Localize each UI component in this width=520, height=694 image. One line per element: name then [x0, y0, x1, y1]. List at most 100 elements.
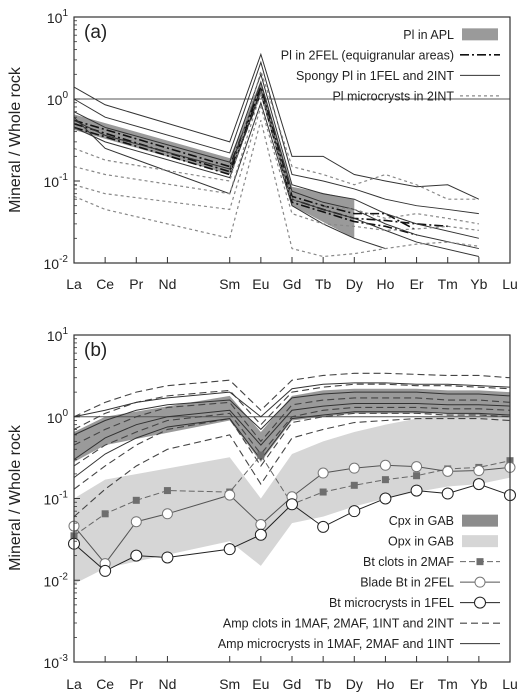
y-tick-label: 10-1: [44, 490, 69, 508]
data-point-open-circle: [317, 467, 329, 479]
data-point-square: [319, 488, 327, 496]
legend-label: Amp clots in 1MAF, 2MAF, 1INT and 2INT: [223, 617, 454, 631]
legend-label: Pl in APL: [403, 28, 454, 42]
x-tick-label: Ho: [376, 676, 394, 692]
data-point-open-circle: [99, 564, 112, 577]
series-line-solid: [73, 391, 511, 436]
legend-label: Pl microcrysts in 2INT: [332, 89, 454, 103]
x-tick-label: Tb: [315, 676, 332, 692]
series-line-dashed: [73, 412, 511, 490]
legend-swatch: [462, 514, 498, 527]
legend-swatch: [462, 28, 498, 41]
series-line-dotted: [73, 90, 479, 225]
x-tick-label: Yb: [470, 276, 487, 292]
legend-label: Spongy Pl in 1FEL and 2INT: [296, 69, 454, 83]
data-point-open-circle: [379, 492, 392, 505]
legend-label: Cpx in GAB: [389, 514, 454, 528]
data-point-open-circle: [348, 462, 360, 474]
data-point-open-circle: [472, 478, 485, 491]
series-line-dotted: [73, 68, 479, 200]
y-tick-label: 10-3: [44, 653, 69, 671]
legend-marker: [474, 596, 486, 609]
data-point-open-circle: [161, 508, 173, 520]
legend-label: Pl in 2FEL (equigranular areas): [281, 48, 454, 62]
data-point-open-circle: [223, 543, 236, 556]
legend: Pl in APL Pl in 2FEL (equigranular areas)…: [281, 28, 500, 103]
series-line-dotted: [73, 120, 479, 258]
y-tick-label: 100: [47, 90, 69, 108]
data-point-open-circle: [442, 465, 454, 477]
series-line-solid: [73, 88, 479, 257]
x-tick-label: Lu: [502, 676, 518, 692]
data-point-open-circle: [161, 551, 174, 564]
legend-marker: [474, 576, 486, 588]
data-point-square: [132, 496, 140, 504]
x-tick-label: La: [66, 676, 82, 692]
x-tick-label: Eu: [252, 276, 269, 292]
x-tick-label: Er: [410, 676, 424, 692]
series-line-dash-dot: [73, 87, 448, 228]
data-point-open-circle: [254, 528, 267, 541]
data-point-open-circle: [473, 465, 485, 477]
x-tick-label: Gd: [283, 676, 302, 692]
x-tick-label: Yb: [470, 676, 487, 692]
x-tick-label: La: [66, 276, 82, 292]
y-tick-label: 100: [47, 408, 69, 426]
data-point-open-circle: [379, 459, 391, 471]
x-tick-label: Pr: [129, 676, 143, 692]
series-line-dashed: [73, 406, 511, 467]
x-tick-label: Nd: [158, 276, 176, 292]
legend-label: Blade Bt in 2FEL: [360, 576, 454, 590]
field-pl-in-apl: [74, 80, 355, 239]
y-axis-title: Mineral / Whole rock: [7, 66, 24, 213]
data-point-square: [381, 476, 389, 484]
x-tick-label: Ho: [376, 276, 394, 292]
data-point-open-circle: [130, 516, 142, 528]
series-line-dashed: [73, 372, 511, 418]
x-tick-label: Ce: [96, 676, 114, 692]
data-point-open-circle: [255, 519, 267, 531]
x-tick-label: Gd: [283, 276, 302, 292]
x-tick-label: Pr: [129, 276, 143, 292]
x-tick-label: Sm: [219, 676, 240, 692]
data-point-open-circle: [410, 484, 423, 497]
panel-a: 10-2 10-1 100 101 La Ce Pr Nd Sm Eu Gd Tb Dy Ho Er Tm Yb…: [7, 8, 518, 292]
y-tick-label: 10-1: [44, 172, 69, 190]
data-point-square: [350, 481, 358, 489]
data-point-open-circle: [286, 498, 298, 511]
data-point-square: [413, 472, 421, 480]
x-tick-label: Ce: [96, 276, 114, 292]
series-line-dashed: [73, 383, 511, 430]
legend-marker: [476, 558, 484, 566]
x-tick-label: Dy: [346, 676, 363, 692]
data-point-open-circle: [411, 461, 423, 473]
legend-swatch: [462, 535, 498, 548]
series-line-dotted: [73, 104, 479, 231]
y-tick-label: 10-2: [44, 571, 69, 589]
series-line-solid: [73, 101, 386, 250]
panel-label: (b): [84, 340, 107, 361]
series-line-solid: [73, 403, 511, 460]
panel-label: (a): [84, 22, 107, 43]
data-point-square: [101, 510, 109, 518]
data-point-open-circle: [317, 520, 330, 533]
legend-label: Amp microcrysts in 1MAF, 2MAF and 1INT: [218, 637, 455, 651]
legend-label: Bt clots in 2MAF: [363, 555, 454, 569]
data-point-open-circle: [348, 505, 361, 518]
data-point-open-circle: [130, 549, 143, 562]
series-line-dashed: [73, 397, 511, 446]
x-tick-label: Tm: [438, 276, 458, 292]
series-line-solid: [73, 60, 479, 215]
data-point-open-circle: [224, 489, 236, 501]
x-tick-label: Er: [410, 276, 424, 292]
x-tick-label: Dy: [346, 276, 363, 292]
x-tick-label: Sm: [219, 276, 240, 292]
y-tick-label: 101: [47, 8, 69, 26]
x-tick-label: Tb: [315, 276, 332, 292]
data-point-square: [257, 451, 265, 459]
series-line-solid: [73, 72, 479, 239]
y-axis-title: Mineral / Whole rock: [7, 424, 24, 571]
x-tick-label: Tm: [438, 676, 458, 692]
y-tick-label: 101: [47, 326, 69, 344]
x-tick-label: Nd: [158, 676, 176, 692]
